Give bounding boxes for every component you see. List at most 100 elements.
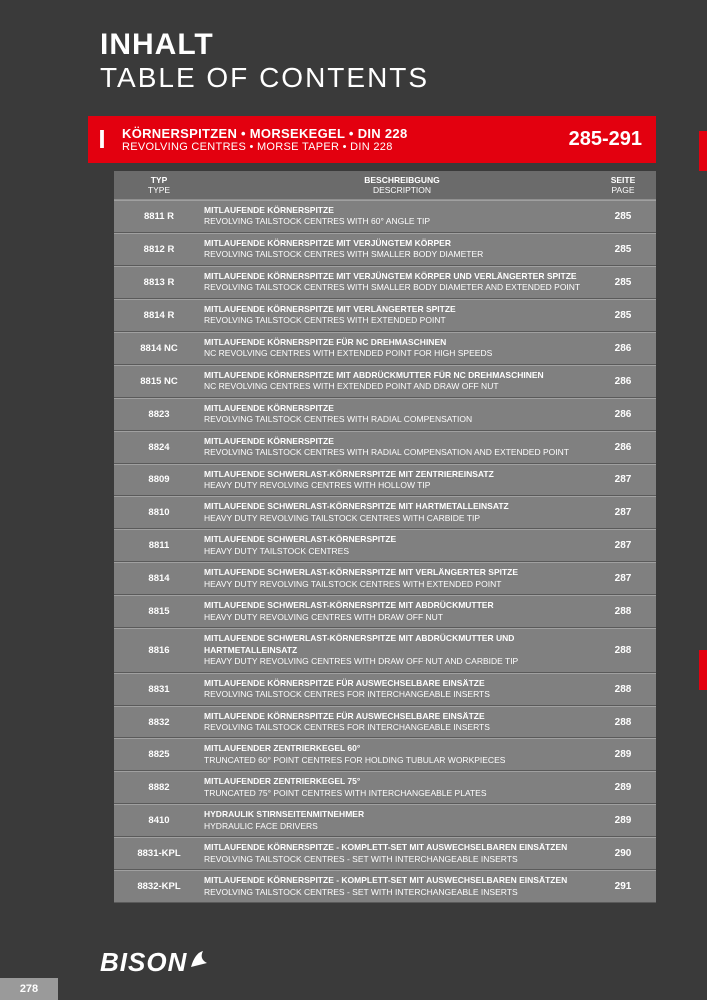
row-desc-english: HEAVY DUTY TAILSTOCK CENTRES bbox=[204, 546, 600, 557]
row-page: 285 bbox=[600, 310, 646, 321]
table-row: 8832 MITLAUFENDE KÖRNERSPITZE FÜR AUSWECH… bbox=[114, 706, 656, 739]
row-desc-english: REVOLVING TAILSTOCK CENTRES WITH RADIAL … bbox=[204, 414, 600, 425]
row-desc-german: HYDRAULIK STIRNSEITENMITNEHMER bbox=[204, 809, 600, 820]
right-edge-marker-lower bbox=[699, 650, 707, 690]
row-description: MITLAUFENDE KÖRNERSPITZE MIT ABDRÜCKMUTT… bbox=[194, 370, 600, 393]
row-description: MITLAUFENDE KÖRNERSPITZE MIT VERJÜNGTEM … bbox=[194, 238, 600, 261]
row-desc-german: MITLAUFENDE SCHWERLAST-KÖRNERSPITZE MIT … bbox=[204, 600, 600, 611]
row-desc-english: TRUNCATED 60° POINT CENTRES FOR HOLDING … bbox=[204, 755, 600, 766]
table-row: 8811 RMITLAUFENDE KÖRNERSPITZEREVOLVING … bbox=[114, 200, 656, 233]
section-title-german: KÖRNERSPITZEN • MORSEKEGEL • DIN 228 bbox=[122, 126, 569, 141]
row-page: 289 bbox=[600, 749, 646, 760]
row-desc-english: REVOLVING TAILSTOCK CENTRES WITH SMALLER… bbox=[204, 282, 600, 293]
table-row: 8831MITLAUFENDE KÖRNERSPITZE FÜR AUSWECH… bbox=[114, 673, 656, 706]
table-row: 8810MITLAUFENDE SCHWERLAST-KÖRNERSPITZE … bbox=[114, 496, 656, 529]
row-page: 288 bbox=[600, 645, 646, 656]
row-type: 8814 bbox=[124, 573, 194, 584]
row-page: 286 bbox=[600, 409, 646, 420]
row-desc-german: MITLAUFENDE KÖRNERSPITZE FÜR AUSWECHSELB… bbox=[204, 678, 600, 689]
row-desc-english: NC REVOLVING CENTRES WITH EXTENDED POINT… bbox=[204, 348, 600, 359]
row-desc-german: MITLAUFENDE KÖRNERSPITZE bbox=[204, 403, 600, 414]
row-type: 8823 bbox=[124, 409, 194, 420]
row-desc-english: HEAVY DUTY REVOLVING TAILSTOCK CENTRES W… bbox=[204, 513, 600, 524]
row-description: MITLAUFENDE SCHWERLAST-KÖRNERSPITZE MIT … bbox=[194, 501, 600, 524]
brand-logo-text: BISON bbox=[100, 947, 187, 978]
brand-logo-icon bbox=[189, 947, 211, 978]
row-type: 8832 bbox=[124, 717, 194, 728]
table-row: 8813 R MITLAUFENDE KÖRNERSPITZE MIT VERJÜ… bbox=[114, 266, 656, 299]
table-row: 8824MITLAUFENDE KÖRNERSPITZEREVOLVING TA… bbox=[114, 431, 656, 464]
row-page: 289 bbox=[600, 782, 646, 793]
row-desc-german: MITLAUFENDE KÖRNERSPITZE - KOMPLETT-SET … bbox=[204, 875, 600, 886]
page-title-block: INHALT TABLE OF CONTENTS bbox=[0, 0, 707, 104]
row-desc-german: MITLAUFENDER ZENTRIERKEGEL 60° bbox=[204, 743, 600, 754]
row-desc-english: REVOLVING TAILSTOCK CENTRES WITH 60° ANG… bbox=[204, 216, 600, 227]
row-description: MITLAUFENDE KÖRNERSPITZE FÜR AUSWECHSELB… bbox=[194, 711, 600, 734]
brand-logo: BISON bbox=[100, 947, 211, 978]
row-type: 8815 bbox=[124, 606, 194, 617]
table-row: 8823MITLAUFENDE KÖRNERSPITZEREVOLVING TA… bbox=[114, 398, 656, 431]
row-page: 288 bbox=[600, 606, 646, 617]
row-description: MITLAUFENDE KÖRNERSPITZE - KOMPLETT-SET … bbox=[194, 875, 600, 898]
row-type: 8813 R bbox=[124, 277, 194, 288]
section-page-range: 285-291 bbox=[569, 128, 642, 151]
row-desc-english: HEAVY DUTY REVOLVING CENTRES WITH HOLLOW… bbox=[204, 480, 600, 491]
row-page: 288 bbox=[600, 717, 646, 728]
row-description: MITLAUFENDE KÖRNERSPITZEREVOLVING TAILST… bbox=[194, 436, 600, 459]
row-page: 285 bbox=[600, 211, 646, 222]
row-type: 8812 R bbox=[124, 244, 194, 255]
right-edge-marker bbox=[699, 131, 707, 171]
row-page: 290 bbox=[600, 848, 646, 859]
row-desc-english: REVOLVING TAILSTOCK CENTRES FOR INTERCHA… bbox=[204, 722, 600, 733]
row-description: MITLAUFENDE SCHWERLAST-KÖRNERSPITZE MIT … bbox=[194, 600, 600, 623]
row-description: MITLAUFENDE KÖRNERSPITZE MIT VERLÄNGERTE… bbox=[194, 304, 600, 327]
row-page: 289 bbox=[600, 815, 646, 826]
row-desc-german: MITLAUFENDE KÖRNERSPITZE MIT VERJÜNGTEM … bbox=[204, 238, 600, 249]
table-body: 8811 RMITLAUFENDE KÖRNERSPITZEREVOLVING … bbox=[114, 200, 656, 903]
row-description: MITLAUFENDE KÖRNERSPITZEREVOLVING TAILST… bbox=[194, 205, 600, 228]
row-description: MITLAUFENDE KÖRNERSPITZE - KOMPLETT-SET … bbox=[194, 842, 600, 865]
row-desc-english: REVOLVING TAILSTOCK CENTRES WITH EXTENDE… bbox=[204, 315, 600, 326]
row-type: 8832-KPL bbox=[124, 881, 194, 892]
row-page: 286 bbox=[600, 343, 646, 354]
row-desc-english: REVOLVING TAILSTOCK CENTRES - SET WITH I… bbox=[204, 854, 600, 865]
row-desc-english: HEAVY DUTY REVOLVING CENTRES WITH DRAW O… bbox=[204, 612, 600, 623]
row-type: 8825 bbox=[124, 749, 194, 760]
row-description: MITLAUFENDE KÖRNERSPITZE FÜR NC DREHMASC… bbox=[194, 337, 600, 360]
row-page: 285 bbox=[600, 277, 646, 288]
row-desc-german: MITLAUFENDER ZENTRIERKEGEL 75° bbox=[204, 776, 600, 787]
row-type: 8814 NC bbox=[124, 343, 194, 354]
table-row: 8410HYDRAULIK STIRNSEITENMITNEHMERHYDRAU… bbox=[114, 804, 656, 837]
table-row: 8815 NC MITLAUFENDE KÖRNERSPITZE MIT ABDR… bbox=[114, 365, 656, 398]
table-row: 8812 R MITLAUFENDE KÖRNERSPITZE MIT VERJÜ… bbox=[114, 233, 656, 266]
row-page: 286 bbox=[600, 442, 646, 453]
section-letter: I bbox=[88, 124, 116, 155]
table-row: 8814 NCMITLAUFENDE KÖRNERSPITZE FÜR NC D… bbox=[114, 332, 656, 365]
row-desc-german: MITLAUFENDE KÖRNERSPITZE bbox=[204, 436, 600, 447]
row-desc-german: MITLAUFENDE KÖRNERSPITZE bbox=[204, 205, 600, 216]
row-description: MITLAUFENDE SCHWERLAST-KÖRNERSPITZEHEAVY… bbox=[194, 534, 600, 557]
header-type: TYP TYPE bbox=[124, 175, 194, 195]
page-number: 278 bbox=[20, 983, 38, 995]
row-desc-german: MITLAUFENDE KÖRNERSPITZE - KOMPLETT-SET … bbox=[204, 842, 600, 853]
table-row: 8814MITLAUFENDE SCHWERLAST-KÖRNERSPITZE … bbox=[114, 562, 656, 595]
row-type: 8410 bbox=[124, 815, 194, 826]
row-page: 288 bbox=[600, 684, 646, 695]
row-description: MITLAUFENDE KÖRNERSPITZEREVOLVING TAILST… bbox=[194, 403, 600, 426]
row-page: 287 bbox=[600, 507, 646, 518]
header-page: SEITE PAGE bbox=[600, 175, 646, 195]
catalog-page: INHALT TABLE OF CONTENTS I KÖRNERSPITZEN… bbox=[0, 0, 707, 1000]
row-type: 8815 NC bbox=[124, 376, 194, 387]
row-page: 286 bbox=[600, 376, 646, 387]
row-description: MITLAUFENDE SCHWERLAST-KÖRNERSPITZE MIT … bbox=[194, 633, 600, 667]
row-description: MITLAUFENDER ZENTRIERKEGEL 75°TRUNCATED … bbox=[194, 776, 600, 799]
row-type: 8811 R bbox=[124, 211, 194, 222]
row-desc-german: MITLAUFENDE KÖRNERSPITZE MIT VERJÜNGTEM … bbox=[204, 271, 600, 282]
table-row: 8809MITLAUFENDE SCHWERLAST-KÖRNERSPITZE … bbox=[114, 464, 656, 497]
row-description: MITLAUFENDE SCHWERLAST-KÖRNERSPITZE MIT … bbox=[194, 469, 600, 492]
row-desc-german: MITLAUFENDE KÖRNERSPITZE MIT ABDRÜCKMUTT… bbox=[204, 370, 600, 381]
row-desc-german: MITLAUFENDE SCHWERLAST-KÖRNERSPITZE MIT … bbox=[204, 501, 600, 512]
table-row: 8815 MITLAUFENDE SCHWERLAST-KÖRNERSPITZE … bbox=[114, 595, 656, 628]
row-type: 8882 bbox=[124, 782, 194, 793]
row-desc-german: MITLAUFENDE KÖRNERSPITZE FÜR AUSWECHSELB… bbox=[204, 711, 600, 722]
